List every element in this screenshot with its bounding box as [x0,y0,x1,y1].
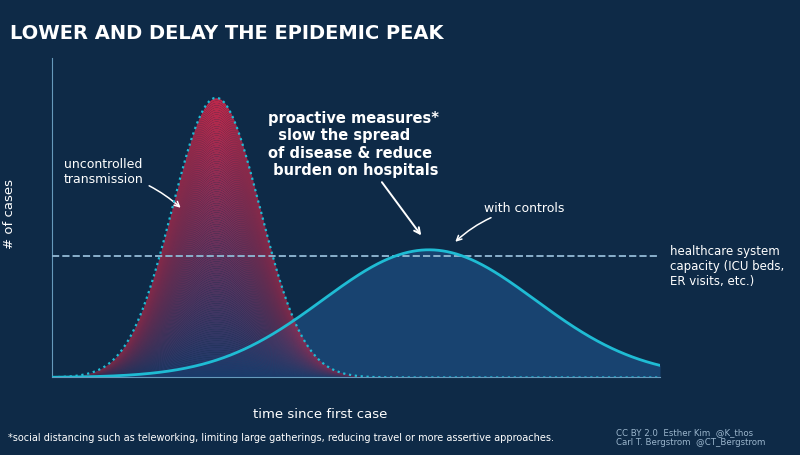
Text: with controls: with controls [457,201,564,241]
Text: uncontrolled
transmission: uncontrolled transmission [64,157,179,207]
Text: *social distancing such as teleworking, limiting large gatherings, reducing trav: *social distancing such as teleworking, … [8,432,554,442]
Text: # of cases: # of cases [3,179,16,249]
Text: time since first case: time since first case [253,408,387,420]
Text: LOWER AND DELAY THE EPIDEMIC PEAK: LOWER AND DELAY THE EPIDEMIC PEAK [10,24,444,42]
Text: CC BY 2.0  Esther Kim  @K_thos
Carl T. Bergstrom  @CT_Bergstrom: CC BY 2.0 Esther Kim @K_thos Carl T. Ber… [616,427,766,446]
Text: proactive measures*
  slow the spread
of disease & reduce
 burden on hospitals: proactive measures* slow the spread of d… [268,111,439,234]
Text: healthcare system
capacity (ICU beds,
ER visits, etc.): healthcare system capacity (ICU beds, ER… [670,245,785,288]
